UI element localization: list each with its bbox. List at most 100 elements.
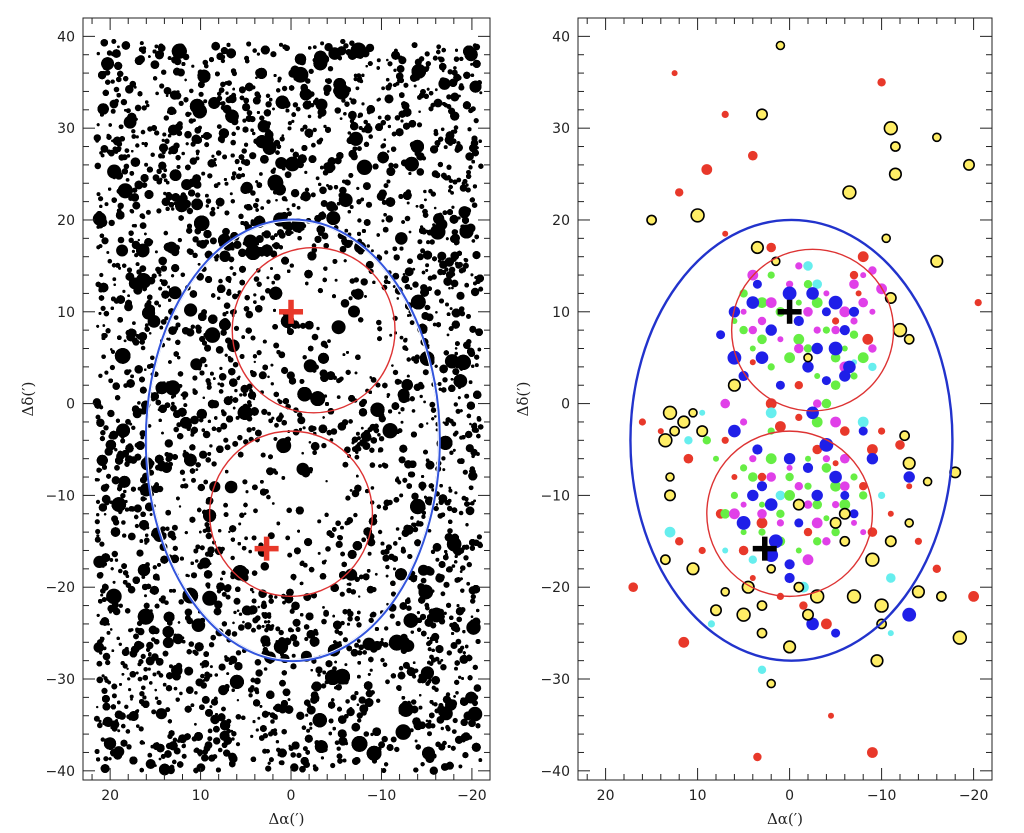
star — [137, 676, 143, 682]
star — [135, 135, 139, 139]
star — [421, 156, 427, 161]
star — [221, 591, 227, 597]
star — [180, 272, 186, 278]
star — [450, 191, 454, 195]
star — [95, 414, 101, 420]
star — [268, 594, 274, 599]
star — [171, 524, 178, 531]
star — [229, 192, 233, 196]
star — [194, 559, 199, 563]
star — [250, 190, 256, 196]
star — [317, 551, 321, 555]
star — [458, 510, 464, 516]
star — [321, 232, 329, 240]
star — [450, 92, 460, 102]
star — [96, 192, 101, 197]
star — [361, 537, 367, 543]
star — [171, 207, 175, 211]
star — [431, 675, 441, 685]
star — [242, 479, 248, 485]
star — [133, 504, 142, 513]
star — [399, 335, 404, 340]
star — [386, 58, 389, 62]
star-field — [92, 39, 484, 776]
star — [360, 278, 368, 286]
star — [209, 705, 213, 709]
star — [251, 590, 255, 594]
star — [116, 244, 129, 257]
star — [385, 215, 393, 223]
star — [448, 486, 452, 490]
star — [235, 742, 241, 747]
star — [181, 391, 189, 398]
star — [435, 311, 438, 314]
star — [383, 138, 387, 141]
star — [322, 606, 325, 609]
star — [209, 665, 213, 669]
star — [390, 591, 397, 597]
star — [206, 600, 212, 606]
star — [198, 91, 204, 97]
star — [432, 542, 442, 552]
star — [114, 464, 120, 471]
star — [151, 273, 157, 279]
star — [393, 163, 399, 169]
star — [232, 361, 239, 368]
star — [339, 186, 347, 195]
star — [291, 653, 296, 658]
star — [285, 535, 291, 541]
star — [270, 719, 275, 724]
star — [218, 278, 223, 284]
star — [210, 714, 220, 725]
star — [429, 766, 438, 775]
star — [446, 94, 452, 100]
star — [266, 276, 270, 280]
star — [447, 528, 453, 534]
star — [242, 392, 247, 397]
star — [451, 729, 457, 734]
star — [154, 250, 158, 254]
star — [224, 181, 229, 186]
star — [382, 423, 398, 439]
star — [238, 612, 243, 616]
star — [425, 719, 429, 723]
star — [228, 530, 231, 534]
star — [281, 728, 288, 735]
star — [385, 77, 390, 82]
star — [239, 393, 243, 397]
star — [267, 375, 270, 379]
star — [195, 149, 200, 154]
star — [350, 694, 357, 701]
star — [158, 153, 164, 159]
star — [260, 206, 265, 210]
star — [93, 715, 100, 722]
star — [320, 41, 325, 46]
star — [111, 515, 119, 523]
star — [128, 237, 134, 243]
star — [94, 162, 102, 170]
star — [433, 702, 438, 707]
star — [255, 198, 260, 203]
star — [160, 319, 167, 325]
star — [462, 469, 468, 475]
star — [191, 64, 195, 68]
star — [164, 439, 173, 448]
star — [106, 251, 110, 254]
star — [167, 133, 172, 138]
star — [327, 339, 331, 343]
star — [479, 91, 483, 95]
star — [275, 626, 281, 632]
star — [393, 254, 400, 261]
star — [361, 102, 365, 106]
star — [103, 425, 109, 431]
star — [349, 97, 352, 101]
star — [260, 562, 270, 571]
star — [275, 740, 280, 744]
star — [406, 201, 410, 205]
star — [448, 488, 453, 493]
star — [158, 757, 162, 761]
star — [122, 663, 128, 669]
star — [129, 694, 134, 699]
star — [434, 88, 438, 92]
star — [423, 400, 426, 404]
